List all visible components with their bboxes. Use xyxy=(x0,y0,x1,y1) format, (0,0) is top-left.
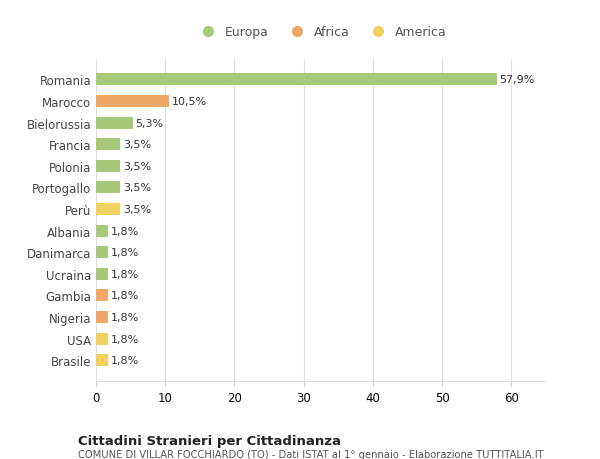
Bar xyxy=(96,333,109,345)
Bar xyxy=(96,182,120,194)
Text: 1,8%: 1,8% xyxy=(111,334,139,344)
Text: COMUNE DI VILLAR FOCCHIARDO (TO) - Dati ISTAT al 1° gennaio - Elaborazione TUTTI: COMUNE DI VILLAR FOCCHIARDO (TO) - Dati … xyxy=(78,449,544,459)
Text: 3,5%: 3,5% xyxy=(123,162,151,171)
Bar xyxy=(96,204,120,215)
Bar xyxy=(96,247,109,258)
Bar xyxy=(96,74,497,86)
Legend: Europa, Africa, America: Europa, Africa, America xyxy=(190,21,452,44)
Text: 3,5%: 3,5% xyxy=(123,205,151,214)
Text: 3,5%: 3,5% xyxy=(123,183,151,193)
Bar xyxy=(96,139,120,151)
Bar xyxy=(96,96,169,108)
Text: 5,3%: 5,3% xyxy=(136,118,164,129)
Text: 10,5%: 10,5% xyxy=(172,97,206,107)
Text: 1,8%: 1,8% xyxy=(111,226,139,236)
Bar xyxy=(96,290,109,302)
Text: 1,8%: 1,8% xyxy=(111,312,139,322)
Text: Cittadini Stranieri per Cittadinanza: Cittadini Stranieri per Cittadinanza xyxy=(78,434,341,447)
Text: 1,8%: 1,8% xyxy=(111,248,139,257)
Bar xyxy=(96,311,109,323)
Text: 3,5%: 3,5% xyxy=(123,140,151,150)
Bar xyxy=(96,354,109,366)
Text: 57,9%: 57,9% xyxy=(500,75,535,85)
Text: 1,8%: 1,8% xyxy=(111,355,139,365)
Text: 1,8%: 1,8% xyxy=(111,291,139,301)
Bar xyxy=(96,118,133,129)
Text: 1,8%: 1,8% xyxy=(111,269,139,279)
Bar xyxy=(96,225,109,237)
Bar xyxy=(96,268,109,280)
Bar xyxy=(96,161,120,173)
